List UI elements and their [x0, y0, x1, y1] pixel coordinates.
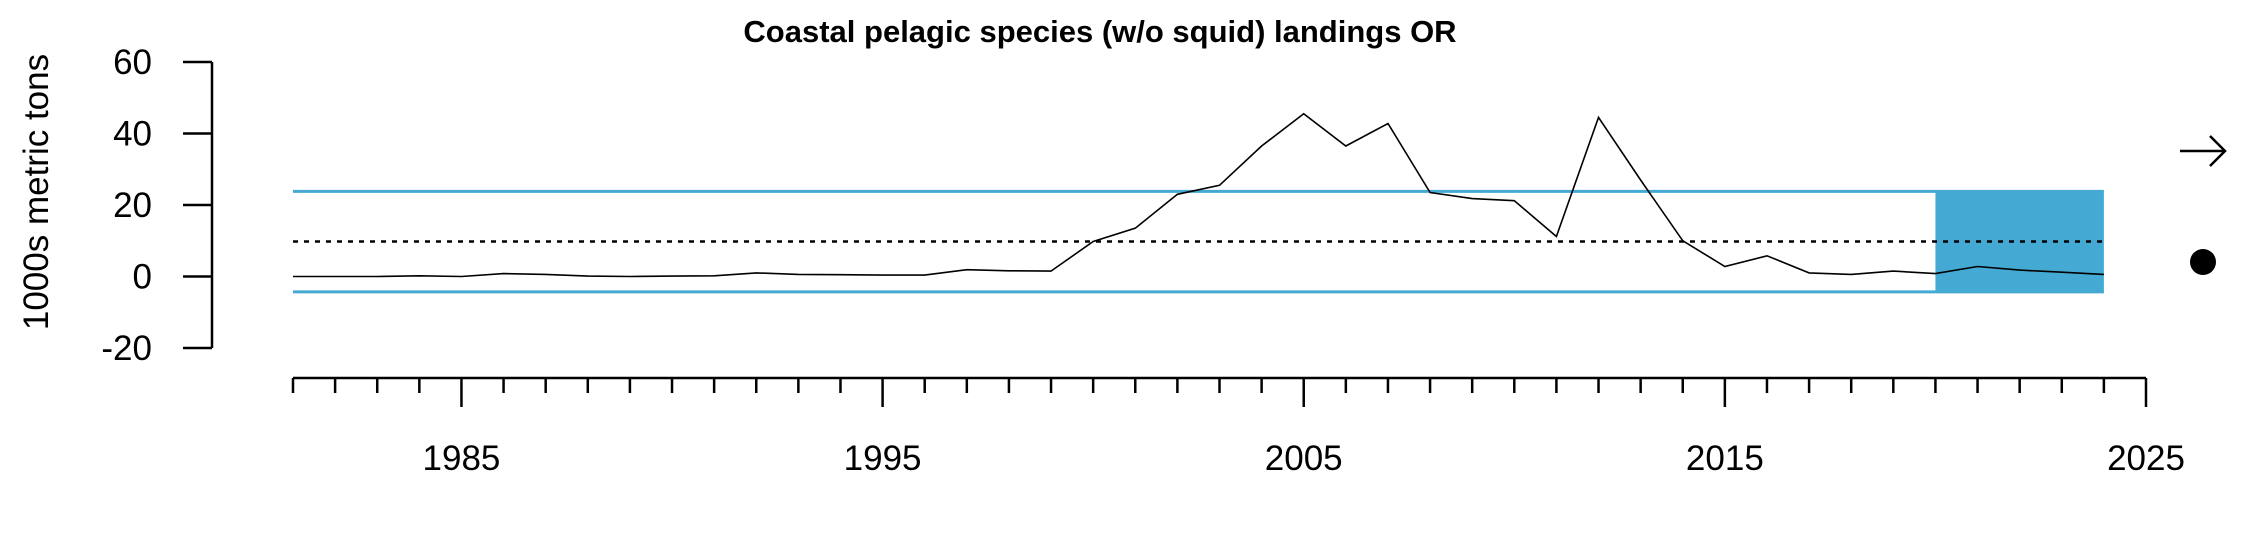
y-tick-label: 60 — [113, 43, 152, 82]
y-tick-label: 20 — [113, 186, 152, 225]
chart-title: Coastal pelagic species (w/o squid) land… — [743, 14, 1456, 49]
filled-circle-icon — [2190, 249, 2216, 275]
y-tick-label: 40 — [113, 115, 152, 154]
x-tick-label: 1995 — [844, 439, 922, 478]
series-line-0 — [293, 112, 2104, 278]
y-tick-label: -20 — [101, 329, 152, 368]
y-tick-label: 0 — [133, 258, 152, 297]
x-tick-label: 2005 — [1265, 439, 1343, 478]
right-arrow-icon — [2180, 135, 2227, 167]
x-tick-label: 1985 — [423, 439, 501, 478]
x-tick-label: 2015 — [1686, 439, 1764, 478]
trend-indicator — [2180, 135, 2227, 167]
x-tick-label: 2025 — [2107, 439, 2185, 478]
y-axis-label: 1000s metric tons — [17, 54, 56, 330]
